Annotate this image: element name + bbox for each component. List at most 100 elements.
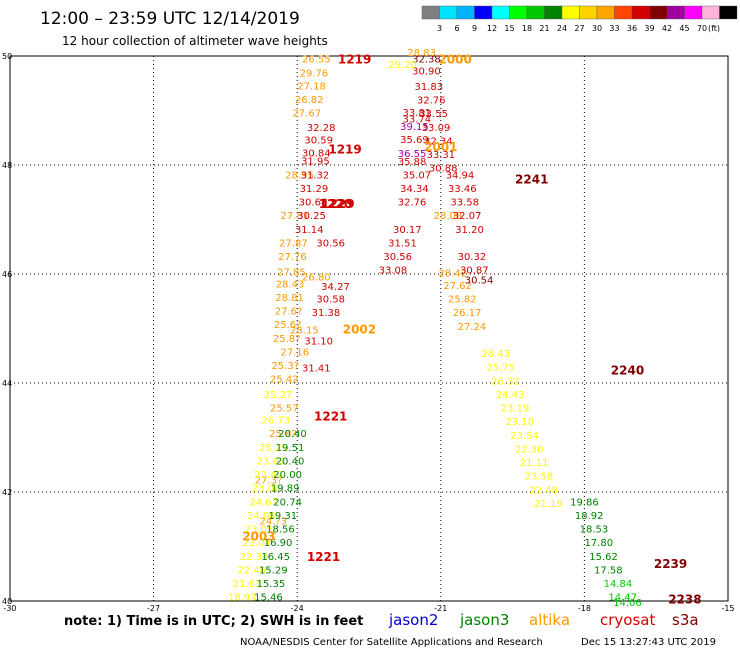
y-tick-label: 48: [2, 161, 12, 170]
colorbar-tick-label: 33: [609, 24, 619, 33]
colorbar-tick-label: 12: [487, 24, 497, 33]
swh-value: 25.75: [486, 363, 515, 374]
swh-value: 17.58: [594, 565, 623, 576]
colorbar-tick-label: 18: [522, 24, 532, 33]
colorbar-swatch: [456, 5, 475, 20]
swh-value: 23.04: [242, 538, 271, 549]
swh-value: 23.05: [245, 525, 274, 536]
swh-value: 29.20: [388, 60, 417, 71]
swh-value: 30.68: [299, 198, 328, 209]
swh-value: 34.27: [321, 282, 350, 293]
swh-value: 35.07: [403, 170, 432, 181]
swh-value: 22.46: [237, 565, 266, 576]
pass-time-label: 2003: [242, 530, 275, 544]
colorbar-tick-label: 9: [472, 24, 477, 33]
pass-time-label: 1220: [319, 197, 352, 211]
swh-value: 23.58: [525, 472, 554, 483]
x-tick-label: -21: [434, 604, 447, 613]
swh-value: 31.38: [312, 308, 341, 319]
swh-value: 30.56: [383, 252, 412, 263]
y-tick-label: 50: [2, 52, 12, 61]
swh-value: 31.83: [415, 82, 444, 93]
legend-jason2: jason2: [388, 611, 438, 629]
swh-value: 15.46: [254, 593, 283, 604]
chart-subtitle: 12 hour collection of altimeter wave hei…: [62, 34, 328, 48]
swh-value: 19.51: [276, 443, 305, 454]
swh-value: 22.30: [240, 552, 269, 563]
swh-value: 21.11: [520, 458, 549, 469]
pass-time-label: 2000: [438, 53, 471, 67]
swh-value: 31.14: [295, 225, 324, 236]
swh-value: 25.8?: [273, 334, 301, 345]
swh-value: 14.06: [613, 598, 642, 609]
colorbar-swatch: [579, 5, 598, 20]
swh-value: 25.57: [270, 404, 299, 415]
colorbar-legend: 3 6 9 12 15 18 21 24 27 30 33 36 39 42 45 70 (ft): [421, 5, 738, 33]
swh-value: 39.15: [400, 122, 429, 133]
pass-time-label: 2001: [424, 140, 457, 154]
pass-time-label: 2002: [343, 323, 376, 337]
swh-value: 35.69: [400, 135, 429, 146]
swh-value: 26.43: [482, 349, 511, 360]
chart-title: 12:00 – 23:59 UTC 12/14/2019: [40, 9, 300, 29]
x-tick-labels: -30 -27 -24 -21 -18 -15: [3, 604, 734, 613]
colorbar-tick-label: 27: [574, 24, 584, 33]
x-tick-label: -15: [721, 604, 734, 613]
swh-value: 21.63: [233, 579, 262, 590]
swh-value: 21.19: [534, 499, 563, 510]
y-tick-label: 44: [2, 379, 12, 388]
swh-value: 28.42: [438, 268, 467, 279]
y-tick-labels: 40 42 44 46 48 50: [2, 52, 12, 606]
swh-value: 34.34: [400, 184, 429, 195]
swh-value: 34.94: [446, 170, 475, 181]
swh-value: 28.15: [290, 326, 319, 337]
satellite-legend: jason2 jason3 altika cryosat s3a: [388, 611, 699, 629]
swh-value: 20.00: [273, 470, 302, 481]
swh-value: 25.27: [264, 390, 293, 401]
swh-value: 18.53: [580, 525, 609, 536]
swh-value: 24.08: [247, 511, 276, 522]
swh-value: 25.82: [448, 295, 477, 306]
swh-value: 26.73: [261, 416, 290, 427]
swh-value: 26.17: [453, 308, 482, 319]
swh-value: 27.24: [458, 322, 487, 333]
swh-value: 15.35: [257, 579, 286, 590]
colorbar-swatch: [701, 5, 720, 20]
colorbar-tick-label: 3: [437, 24, 442, 33]
swh-value: 23.19: [501, 404, 530, 415]
pass-time-label: 1219: [328, 143, 361, 157]
colorbar-swatch: [421, 5, 440, 20]
swh-value: 32.34: [424, 136, 453, 147]
swh-value: 27.16: [280, 347, 309, 358]
swh-value: 25.25: [259, 443, 288, 454]
swh-value: 25.8?: [269, 429, 297, 440]
swh-value: 27.81: [280, 211, 309, 222]
colorbar-swatch: [596, 5, 615, 20]
legend-jason3: jason3: [459, 611, 509, 629]
colorbar-swatch: [631, 5, 650, 20]
colorbar-swatch: [649, 5, 668, 20]
swh-value: 33.46: [448, 184, 477, 195]
swh-value: 28.08: [434, 211, 463, 222]
x-tick-label: -30: [3, 604, 16, 613]
swh-value: 31.20: [455, 225, 484, 236]
swh-value: 33.08: [379, 266, 408, 277]
swh-value: 18.92: [575, 511, 604, 522]
x-tick-label: -18: [578, 604, 591, 613]
swh-value: 25.3?: [271, 361, 299, 372]
y-tick-label: 46: [2, 270, 12, 279]
swh-value: 24.?3: [259, 516, 287, 527]
legend-s3a: s3a: [672, 611, 699, 629]
pass-time-label: 2241: [515, 173, 548, 187]
legend-cryosat: cryosat: [600, 611, 655, 629]
swh-value: 30.88: [429, 164, 458, 175]
colorbar-swatch: [666, 5, 685, 20]
colorbar-swatch: [614, 5, 633, 20]
swh-value: 20.40: [276, 456, 305, 467]
swh-value: 19.89: [271, 484, 300, 495]
swh-value: 27.67: [292, 109, 321, 120]
swh-value: 23.54: [510, 431, 539, 442]
swh-value: 17.80: [584, 538, 613, 549]
colorbar-swatch: [561, 5, 580, 20]
